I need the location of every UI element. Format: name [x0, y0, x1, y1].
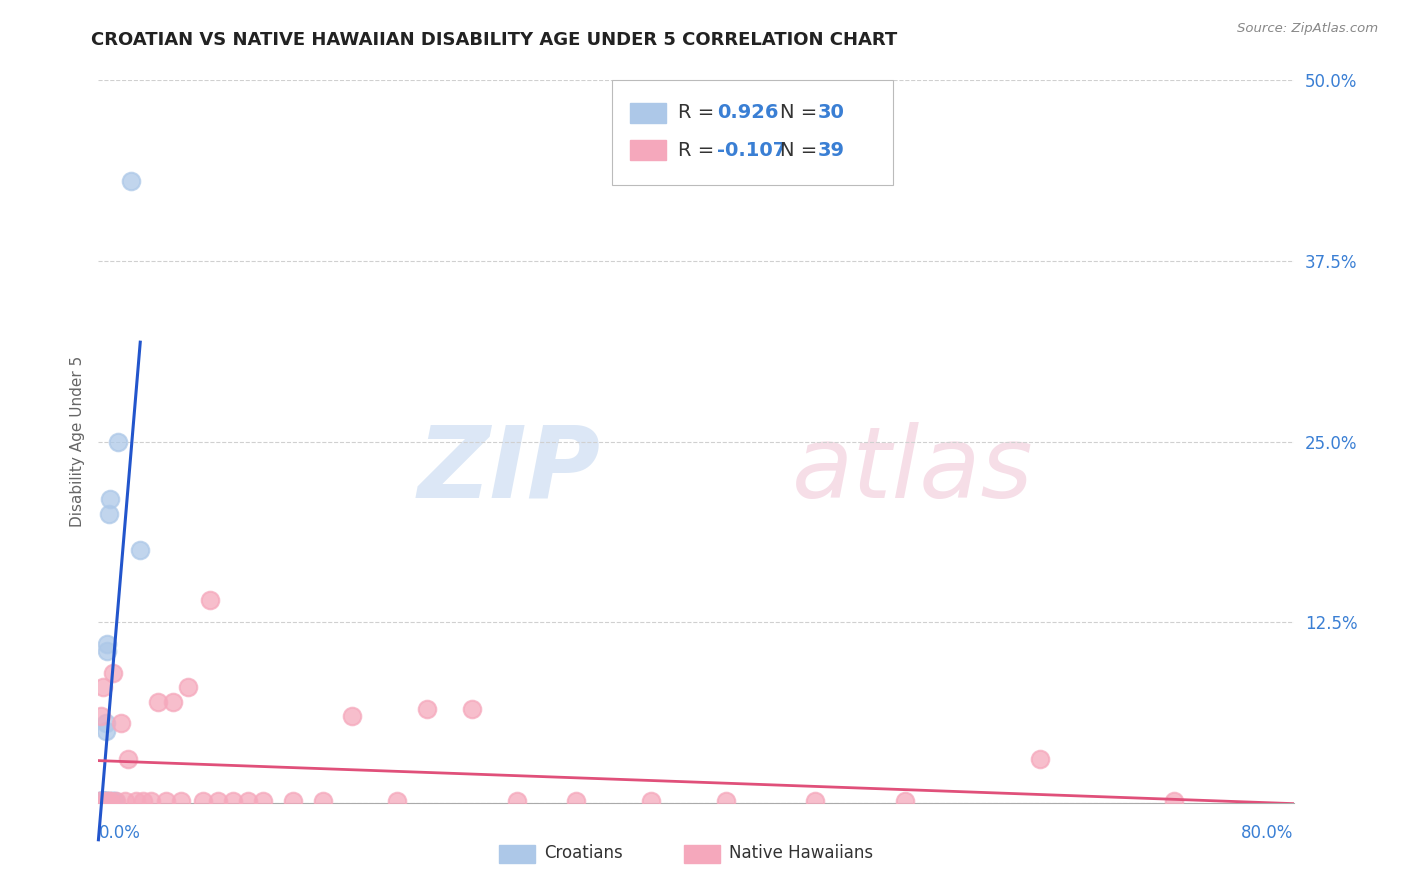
Point: [89, 794, 111, 808]
Point: [103, 794, 125, 808]
Point: [114, 794, 136, 808]
Text: -0.107: -0.107: [717, 141, 787, 160]
Text: atlas: atlas: [792, 422, 1033, 519]
Point: [91, 794, 114, 808]
Text: 0.0%: 0.0%: [98, 824, 141, 842]
Point: [93, 794, 115, 808]
FancyBboxPatch shape: [685, 845, 720, 863]
Point: [416, 702, 439, 716]
Point: [90, 794, 112, 808]
Point: [105, 794, 128, 808]
Point: [640, 794, 662, 808]
Text: 39: 39: [818, 141, 845, 160]
Point: [93, 794, 115, 808]
Text: 0.926: 0.926: [717, 103, 779, 122]
Text: R =: R =: [678, 141, 720, 160]
Text: 30: 30: [818, 103, 845, 122]
Point: [177, 680, 200, 694]
Text: Croatians: Croatians: [544, 845, 623, 863]
Point: [222, 794, 245, 808]
Text: ZIP: ZIP: [418, 422, 600, 519]
Point: [94, 794, 117, 808]
Text: Native Hawaiians: Native Hawaiians: [730, 845, 873, 863]
Text: Source: ZipAtlas.com: Source: ZipAtlas.com: [1237, 22, 1378, 36]
Point: [342, 709, 364, 723]
Y-axis label: Disability Age Under 5: Disability Age Under 5: [69, 356, 84, 527]
Point: [93, 794, 115, 808]
Point: [91, 794, 114, 808]
Point: [110, 716, 132, 731]
Point: [91, 794, 114, 808]
Point: [94, 716, 117, 731]
Point: [89, 794, 111, 808]
Point: [90, 794, 112, 808]
FancyBboxPatch shape: [613, 80, 893, 185]
Point: [91, 794, 114, 808]
Text: N =: N =: [780, 103, 823, 122]
FancyBboxPatch shape: [630, 140, 666, 161]
Text: CROATIAN VS NATIVE HAWAIIAN DISABILITY AGE UNDER 5 CORRELATION CHART: CROATIAN VS NATIVE HAWAIIAN DISABILITY A…: [91, 31, 897, 49]
Point: [385, 794, 409, 808]
Point: [207, 794, 229, 808]
Text: R =: R =: [678, 103, 720, 122]
Point: [98, 794, 122, 808]
Point: [1028, 752, 1050, 766]
Point: [117, 752, 139, 766]
Point: [96, 644, 118, 658]
Point: [93, 794, 115, 808]
Point: [90, 794, 112, 808]
Point: [91, 680, 114, 694]
Point: [120, 174, 142, 188]
Point: [162, 695, 184, 709]
Point: [506, 794, 529, 808]
Point: [97, 794, 120, 808]
Point: [252, 794, 274, 808]
Point: [107, 434, 129, 449]
Point: [169, 794, 191, 808]
Text: N =: N =: [780, 141, 823, 160]
Point: [191, 794, 214, 808]
Point: [200, 593, 222, 607]
Point: [1163, 794, 1185, 808]
Point: [98, 492, 122, 507]
Point: [94, 794, 117, 808]
Point: [104, 794, 127, 808]
Point: [148, 695, 170, 709]
Point: [461, 702, 484, 716]
Point: [804, 794, 827, 808]
Point: [96, 637, 118, 651]
Point: [89, 794, 111, 808]
Point: [894, 794, 917, 808]
Point: [311, 794, 333, 808]
Text: 80.0%: 80.0%: [1241, 824, 1294, 842]
Point: [129, 542, 152, 557]
FancyBboxPatch shape: [499, 845, 534, 863]
Point: [125, 794, 148, 808]
Point: [714, 794, 737, 808]
Point: [236, 794, 259, 808]
Point: [132, 794, 155, 808]
Point: [90, 709, 112, 723]
Point: [565, 794, 588, 808]
FancyBboxPatch shape: [630, 103, 666, 123]
Point: [97, 507, 120, 521]
Point: [96, 794, 118, 808]
Point: [97, 794, 120, 808]
Point: [103, 665, 125, 680]
Point: [94, 794, 117, 808]
Point: [94, 723, 117, 738]
Point: [93, 794, 115, 808]
Point: [155, 794, 177, 808]
Point: [139, 794, 162, 808]
Point: [281, 794, 304, 808]
Point: [101, 794, 124, 808]
